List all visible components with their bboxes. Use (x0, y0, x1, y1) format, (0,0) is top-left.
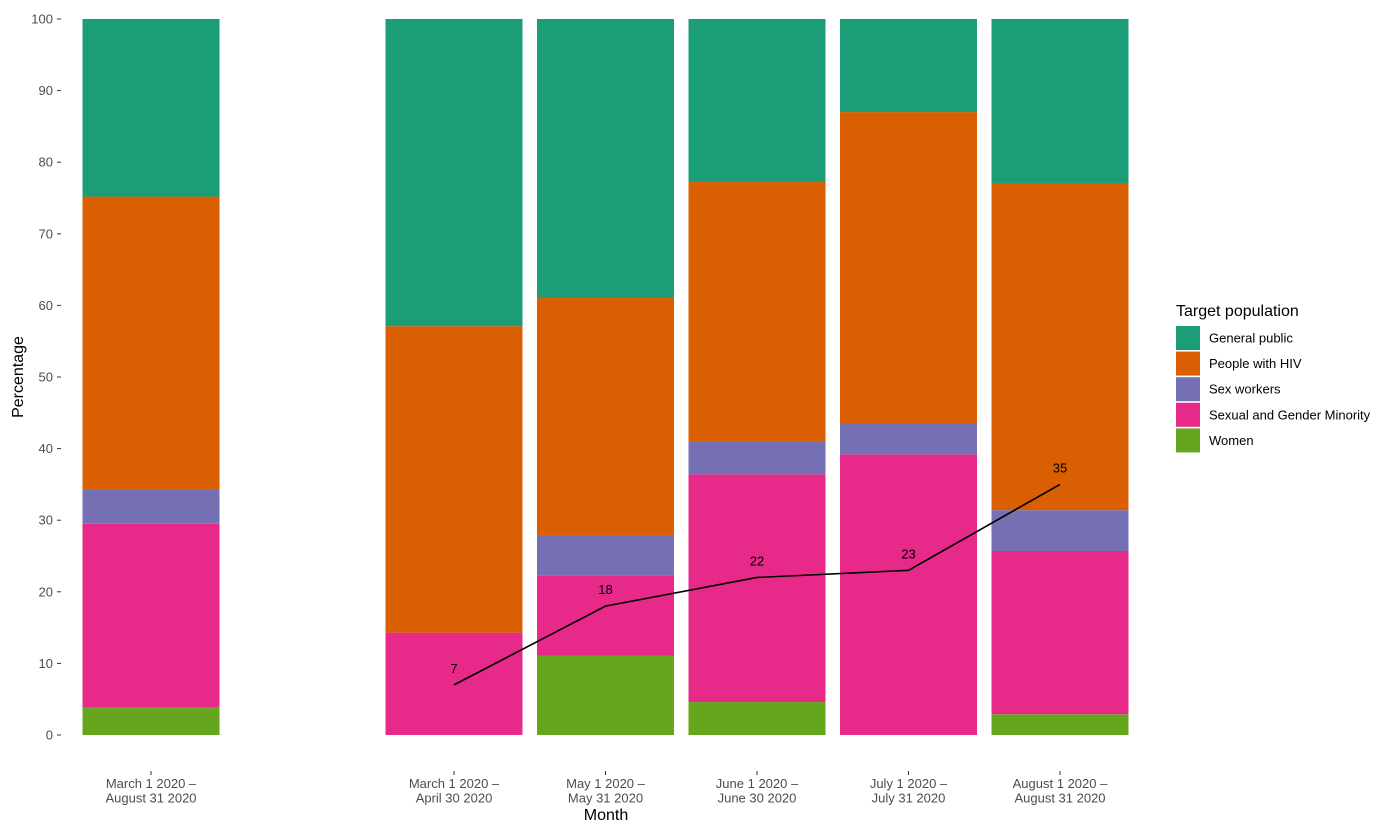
bar-sexual-and-gender-minority (82, 523, 220, 708)
legend-swatch-sex-workers (1176, 377, 1200, 402)
bar-people-with-hiv (385, 326, 523, 633)
x-tick-label: August 31 2020 (1014, 791, 1105, 806)
bar-women (991, 714, 1129, 735)
bar-women (537, 655, 674, 735)
bar-general-public (840, 19, 977, 113)
bar-sex-workers (688, 441, 826, 475)
line-point-label: 7 (450, 661, 457, 676)
bar-general-public (991, 19, 1129, 183)
legend-swatch-sexual-and-gender-minority (1176, 402, 1200, 427)
y-tick-label: 50 (39, 370, 53, 385)
bar-people-with-hiv (537, 297, 674, 536)
bar-sexual-and-gender-minority (688, 474, 826, 703)
legend-label-women: Women (1209, 433, 1254, 448)
y-axis-title: Percentage (10, 336, 27, 418)
legend: Target population General public People w… (1176, 303, 1371, 453)
y-tick-label: 70 (39, 226, 53, 241)
legend-label-people-with-hiv: People with HIV (1209, 356, 1302, 371)
line-layer: 7 18 22 23 35 (450, 460, 1067, 686)
bar-general-public (385, 19, 523, 327)
x-tick-label: March 1 2020 – (409, 776, 500, 791)
y-tick-label: 0 (46, 728, 53, 743)
bar-women (688, 702, 826, 735)
line-point-label: 23 (901, 546, 915, 561)
bar-sex-workers (82, 489, 220, 524)
legend-label-sexual-and-gender-minority: Sexual and Gender Minority (1209, 407, 1371, 422)
x-tick-label: August 31 2020 (105, 791, 196, 806)
bar-people-with-hiv (840, 112, 977, 424)
bar-sexual-and-gender-minority (385, 632, 523, 735)
y-tick-label: 60 (39, 298, 53, 313)
legend-swatch-women (1176, 428, 1200, 453)
legend-swatch-general-public (1176, 326, 1200, 350)
bar-general-public (688, 19, 826, 182)
bar-women (82, 707, 220, 735)
count-line (453, 483, 1061, 686)
x-tick-label: July 31 2020 (872, 791, 946, 806)
line-point-label: 22 (750, 553, 764, 568)
bar-general-public (82, 19, 220, 197)
x-tick-label: June 1 2020 – (716, 776, 799, 791)
bar-people-with-hiv (991, 182, 1129, 511)
legend-label-sex-workers: Sex workers (1209, 382, 1281, 397)
bar-sex-workers (537, 535, 674, 576)
x-tick-label: July 1 2020 – (870, 776, 948, 791)
bar-sexual-and-gender-minority (840, 454, 977, 735)
bar-sex-workers (991, 510, 1129, 551)
x-tick-label: May 31 2020 (568, 791, 643, 806)
bar-sexual-and-gender-minority (991, 550, 1129, 715)
x-tick-label: June 30 2020 (718, 791, 797, 806)
x-tick-label: March 1 2020 – (106, 776, 197, 791)
y-tick-label: 90 (39, 83, 53, 98)
x-axis-title: Month (584, 807, 628, 821)
x-tick-label: May 1 2020 – (566, 776, 646, 791)
bar-sexual-and-gender-minority (537, 575, 674, 656)
legend-title: Target population (1176, 303, 1299, 320)
bar-general-public (537, 19, 674, 298)
x-tick-label: August 1 2020 – (1013, 776, 1108, 791)
legend-label-general-public: General public (1209, 331, 1293, 346)
y-tick-label: 20 (39, 584, 53, 599)
y-tick-label: 80 (39, 155, 53, 170)
line-point-label: 18 (598, 582, 612, 597)
bars-layer (82, 19, 1129, 735)
y-axis: 0 10 20 30 40 50 60 70 80 90 100 (31, 12, 61, 743)
y-tick-label: 30 (39, 513, 53, 528)
bar-people-with-hiv (688, 181, 826, 442)
y-tick-label: 100 (31, 12, 53, 27)
line-point-label: 35 (1053, 460, 1067, 475)
legend-swatch-people-with-hiv (1176, 351, 1200, 376)
y-tick-label: 40 (39, 441, 53, 456)
bar-people-with-hiv (82, 196, 220, 490)
y-tick-label: 10 (39, 656, 53, 671)
x-tick-label: April 30 2020 (416, 791, 493, 806)
bar-sex-workers (840, 423, 977, 455)
